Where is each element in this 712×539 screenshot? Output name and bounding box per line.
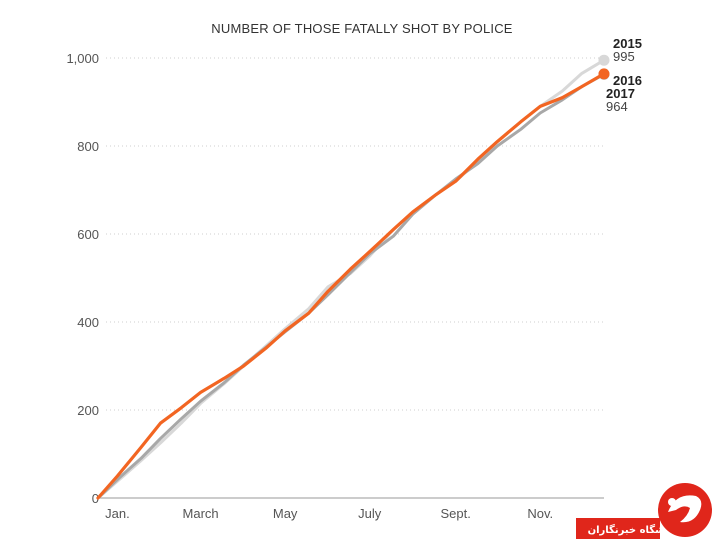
x-tick-label: Nov. bbox=[527, 506, 553, 521]
y-tick-label: 800 bbox=[77, 139, 99, 154]
series-end-point-2015 bbox=[598, 54, 610, 66]
y-tick-label: 1,000 bbox=[66, 51, 99, 66]
x-tick-label: March bbox=[183, 506, 219, 521]
series-line-2017 bbox=[96, 72, 606, 500]
x-tick-label: Jan. bbox=[105, 506, 130, 521]
y-tick-label: 200 bbox=[77, 403, 99, 418]
x-tick-label: July bbox=[358, 506, 382, 521]
series-value-label-2017: 964 bbox=[606, 99, 628, 114]
watermark-text: باشگاه خبرنگاران bbox=[588, 523, 673, 536]
series-lines bbox=[96, 54, 610, 500]
y-tick-label: 600 bbox=[77, 227, 99, 242]
series-label-2016: 2016 bbox=[613, 73, 642, 88]
series-label-2015: 2015 bbox=[613, 36, 642, 51]
series-value-label-2015: 995 bbox=[613, 49, 635, 64]
series-line-2016 bbox=[96, 72, 606, 500]
y-tick-label: 0 bbox=[92, 491, 99, 506]
series-label-2017: 2017 bbox=[606, 86, 635, 101]
news-agency-logo-icon bbox=[658, 483, 712, 537]
x-axis-ticks: Jan. March May July Sept. Nov. bbox=[105, 506, 553, 521]
watermark-banner bbox=[576, 518, 660, 539]
chart-title: NUMBER OF THOSE FATALLY SHOT BY POLICE bbox=[211, 21, 513, 36]
y-tick-label: 400 bbox=[77, 315, 99, 330]
y-axis-ticks: 0 200 400 600 800 1,000 bbox=[66, 51, 99, 506]
series-end-point-2017 bbox=[598, 68, 610, 80]
x-tick-label: Sept. bbox=[440, 506, 470, 521]
series-line-2015 bbox=[96, 58, 606, 500]
x-tick-label: May bbox=[273, 506, 298, 521]
watermark: باشگاه خبرنگاران bbox=[576, 483, 712, 539]
gridlines bbox=[106, 57, 604, 411]
